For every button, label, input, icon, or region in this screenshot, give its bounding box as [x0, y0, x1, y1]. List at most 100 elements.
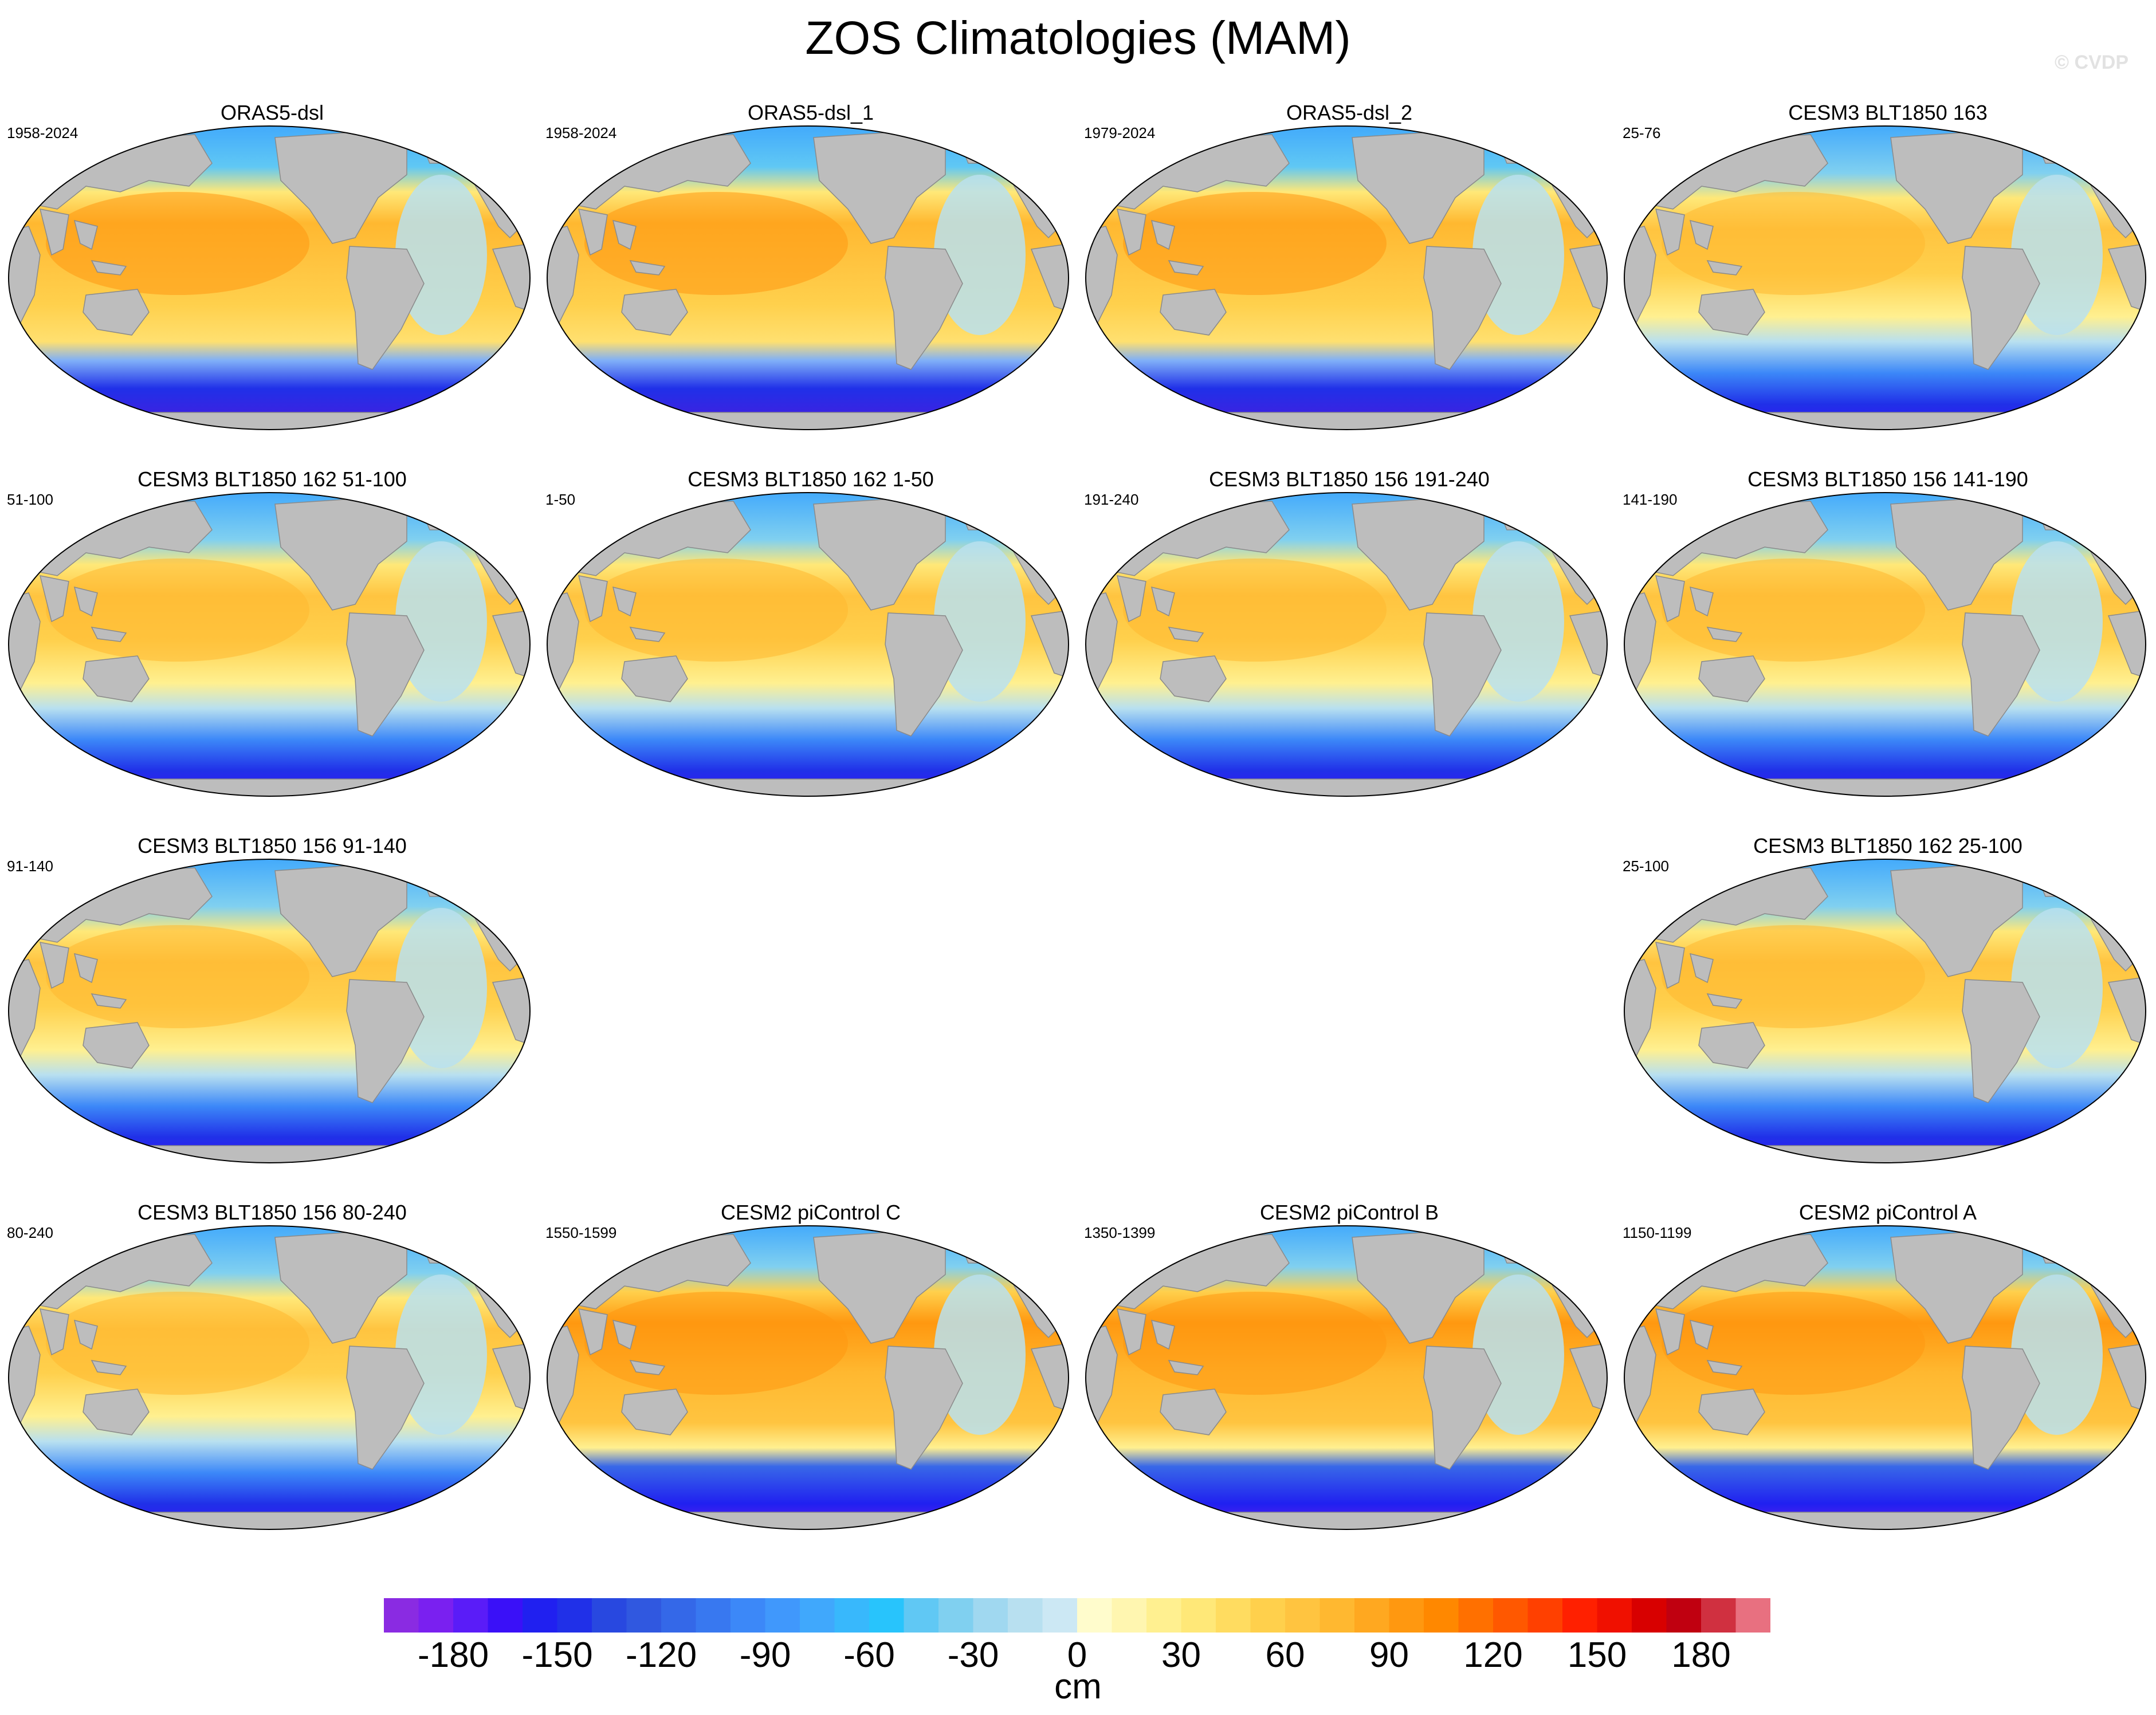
colorbar-bin [661, 1598, 696, 1633]
colorbar-bin [523, 1598, 557, 1633]
panel-years: 1550-1599 [545, 1224, 617, 1241]
panel-title: ORAS5-dsl_2 [1286, 101, 1413, 124]
colorbar-bin [1285, 1598, 1320, 1633]
panel-years: 91-140 [7, 858, 53, 875]
map-outline [1085, 492, 1608, 797]
colorbar-bin [1458, 1598, 1494, 1633]
panel-title: CESM2 piControl C [720, 1201, 901, 1224]
colorbar-tick-label: 120 [1463, 1635, 1523, 1675]
robinson-map [1624, 859, 2146, 1163]
colorbar-tick-label: 30 [1161, 1635, 1201, 1675]
colorbar-bin [696, 1598, 731, 1633]
colorbar-tick-label: 180 [1671, 1635, 1731, 1675]
colorbar-tick-label: 150 [1567, 1635, 1627, 1675]
colorbar-tick-label: 60 [1265, 1635, 1305, 1675]
panel-title: CESM3 BLT1850 162 1-50 [688, 467, 934, 491]
panel-title: CESM3 BLT1850 156 141-190 [1747, 467, 2028, 491]
colorbar-bin [1701, 1598, 1736, 1633]
colorbar-bin [869, 1598, 904, 1633]
colorbar-tick-label: -90 [739, 1635, 791, 1675]
cvdp-credit: © CVDP [2055, 52, 2128, 73]
panel-years: 1150-1199 [1623, 1224, 1692, 1241]
map-panel: ORAS5-dsl_1 1958-2024 [544, 100, 1077, 467]
map-outline [8, 1225, 531, 1530]
colorbar-bin [1666, 1598, 1702, 1633]
map-panel: CESM3 BLT1850 156 141-190 141-190 [1621, 467, 2154, 833]
map-panel: CESM3 BLT1850 156 91-140 91-140 [6, 833, 539, 1200]
panel-title: CESM3 BLT1850 156 91-140 [138, 834, 407, 858]
panel-title: ORAS5-dsl [220, 101, 324, 124]
colorbar-bin [834, 1598, 870, 1633]
colorbar-bin [418, 1598, 454, 1633]
colorbar-bin [626, 1598, 662, 1633]
map-outline [547, 125, 1069, 430]
colorbar-tick-label: -60 [843, 1635, 895, 1675]
panel-years: 51-100 [7, 491, 53, 508]
map-outline [8, 492, 531, 797]
panel-years: 1958-2024 [7, 124, 78, 141]
panel-title: CESM2 piControl A [1798, 1201, 1977, 1224]
panel-title: CESM2 piControl B [1259, 1201, 1439, 1224]
colorbar-bin [731, 1598, 765, 1633]
map-panel: CESM2 piControl C 1550-1599 [544, 1200, 1077, 1567]
colorbar-bin [1042, 1598, 1078, 1633]
panel-title: CESM3 BLT1850 163 [1788, 101, 1988, 124]
colorbar-bin [973, 1598, 1008, 1633]
colorbar-bin [1527, 1598, 1563, 1633]
colorbar-bin [1735, 1598, 1770, 1633]
map-outline [1085, 1225, 1608, 1530]
colorbar-bin [904, 1598, 939, 1633]
map-panel: ORAS5-dsl_2 1979-2024 [1083, 100, 1616, 467]
panel-years: 1350-1399 [1084, 1224, 1156, 1241]
colorbar-bin [453, 1598, 488, 1633]
colorbar-bin [938, 1598, 973, 1633]
map-panel: CESM2 piControl A 1150-1199 [1621, 1200, 2154, 1567]
robinson-map [1085, 492, 1608, 797]
colorbar-bin [1216, 1598, 1251, 1633]
map-panel: CESM3 BLT1850 156 191-240 191-240 [1083, 467, 1616, 833]
colorbar-tick-label: -180 [417, 1635, 489, 1675]
robinson-map [1624, 492, 2146, 797]
colorbar-bin [1008, 1598, 1043, 1633]
robinson-map [547, 1225, 1069, 1530]
colorbar-bin [1493, 1598, 1528, 1633]
map-panel: CESM3 BLT1850 163 25-76 [1621, 100, 2154, 467]
panel-title: CESM3 BLT1850 162 51-100 [138, 467, 407, 491]
map-outline [8, 125, 531, 430]
map-outline [547, 492, 1069, 797]
robinson-map [1085, 125, 1608, 430]
colorbar-bin [1112, 1598, 1147, 1633]
panel-years: 1958-2024 [545, 124, 617, 141]
map-panel: CESM3 BLT1850 162 25-100 25-100 [1621, 833, 2154, 1200]
map-panel: CESM3 BLT1850 156 80-240 80-240 [6, 1200, 539, 1567]
colorbar-bin [384, 1598, 419, 1633]
panel-years: 191-240 [1084, 491, 1139, 508]
map-outline [1624, 125, 2146, 430]
map-outline [1624, 1225, 2146, 1530]
map-panel: ORAS5-dsl 1958-2024 [6, 100, 539, 467]
colorbar-bin [1632, 1598, 1667, 1633]
colorbar-bin [1250, 1598, 1286, 1633]
colorbar-bin [1077, 1598, 1112, 1633]
colorbar-bin [557, 1598, 592, 1633]
map-panel: CESM2 piControl B 1350-1399 [1083, 1200, 1616, 1567]
panel-years: 1979-2024 [1084, 124, 1156, 141]
robinson-map [8, 125, 531, 430]
colorbar-bin [1146, 1598, 1181, 1633]
panel-title: CESM3 BLT1850 162 25-100 [1753, 834, 2023, 858]
map-outline [547, 1225, 1069, 1530]
robinson-map [547, 125, 1069, 430]
colorbar-bin [1424, 1598, 1459, 1633]
panel-years: 25-76 [1623, 124, 1661, 141]
colorbar-tick-label: -150 [521, 1635, 593, 1675]
colorbar-bin [1597, 1598, 1632, 1633]
map-outline [1624, 492, 2146, 797]
robinson-map [1085, 1225, 1608, 1530]
colorbar-bin [1354, 1598, 1389, 1633]
panel-years: 25-100 [1623, 858, 1669, 875]
colorbar-bin [1389, 1598, 1424, 1633]
map-outline [8, 859, 531, 1163]
colorbar-tick-label: 0 [1067, 1635, 1087, 1675]
map-outline [1085, 125, 1608, 430]
colorbar-tick-label: -120 [625, 1635, 697, 1675]
